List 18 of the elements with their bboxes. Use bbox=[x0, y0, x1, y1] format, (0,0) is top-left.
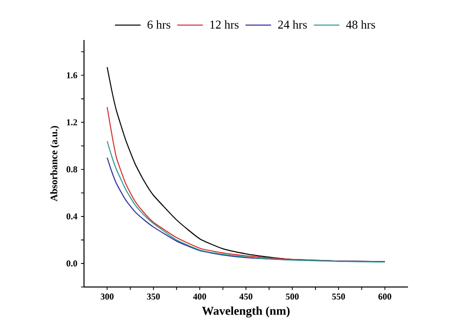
y-tick-label: 0.4 bbox=[66, 213, 78, 220]
y-axis-title: Absorbance (a.u.) bbox=[50, 126, 60, 202]
legend-label: 12 hrs bbox=[210, 20, 239, 29]
legend-label: 6 hrs bbox=[148, 20, 170, 29]
legend-label: 48 hrs bbox=[346, 20, 376, 29]
x-axis-title: Wavelength (nm) bbox=[202, 306, 290, 318]
x-tick-label: 500 bbox=[286, 294, 299, 300]
x-tick-label: 400 bbox=[193, 294, 206, 300]
legend-label: 24 hrs bbox=[278, 20, 307, 29]
y-tick-label: 1.2 bbox=[66, 119, 78, 126]
y-tick-label: 0.0 bbox=[66, 260, 78, 267]
x-tick-label: 550 bbox=[332, 294, 345, 300]
x-tick-label: 350 bbox=[147, 294, 160, 300]
y-tick-label: 0.8 bbox=[66, 166, 78, 172]
x-tick-label: 600 bbox=[378, 294, 392, 300]
x-tick-label: 450 bbox=[239, 294, 252, 300]
y-tick-label: 1.6 bbox=[66, 72, 78, 78]
x-tick-label: 300 bbox=[100, 294, 114, 300]
